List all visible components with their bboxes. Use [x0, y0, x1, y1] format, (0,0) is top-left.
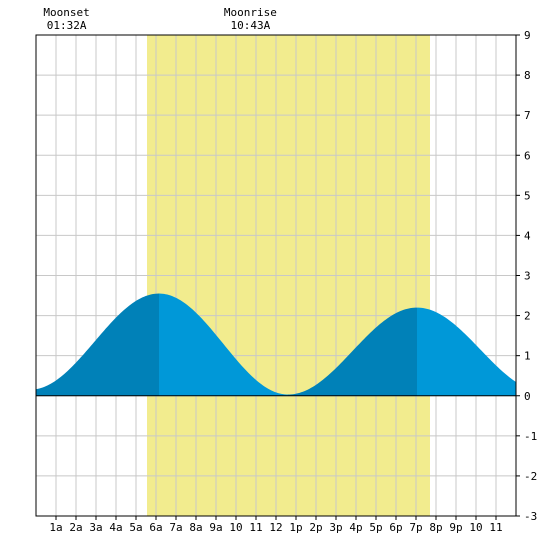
x-tick-label: 8a — [189, 521, 202, 534]
x-tick-label: 11 — [489, 521, 502, 534]
y-axis: -3 -2 -1 0 1 2 3 4 5 6 7 8 9 — [516, 29, 537, 523]
y-tick-label: 1 — [524, 350, 531, 363]
moon-event-name: Moonrise — [224, 6, 277, 19]
tide-rising-area — [288, 307, 417, 396]
y-tick-label: 0 — [524, 390, 531, 403]
x-tick-label: 8p — [429, 521, 442, 534]
y-tick-label: 4 — [524, 229, 531, 242]
x-tick-label: 9a — [209, 521, 222, 534]
y-tick-label: 3 — [524, 270, 531, 283]
x-tick-label: 4a — [109, 521, 122, 534]
moon-event-time: 10:43A — [231, 19, 271, 32]
y-tick-label: 2 — [524, 310, 531, 323]
x-tick-label: 2a — [69, 521, 82, 534]
x-tick-label: 1p — [289, 521, 302, 534]
tide-falling-area — [159, 293, 288, 396]
tide-series — [36, 293, 516, 396]
x-tick-label: 12 — [269, 521, 282, 534]
x-tick-label: 4p — [349, 521, 362, 534]
x-tick-label: 5a — [129, 521, 142, 534]
tide-falling-area — [417, 307, 516, 396]
tide-rising-area — [36, 293, 159, 396]
x-tick-label: 1a — [49, 521, 62, 534]
x-tick-label: 2p — [309, 521, 322, 534]
x-tick-label: 10 — [229, 521, 242, 534]
y-tick-label: -3 — [524, 510, 537, 523]
y-tick-label: 6 — [524, 149, 531, 162]
y-tick-label: 8 — [524, 69, 531, 82]
x-tick-label: 9p — [449, 521, 462, 534]
y-tick-label: -2 — [524, 470, 537, 483]
moon-event-time: 01:32A — [47, 19, 87, 32]
y-tick-label: 7 — [524, 109, 531, 122]
x-tick-label: 5p — [369, 521, 382, 534]
y-tick-label: -1 — [524, 430, 537, 443]
y-tick-label: 9 — [524, 29, 531, 42]
x-tick-label: 3p — [329, 521, 342, 534]
x-tick-label: 11 — [249, 521, 262, 534]
x-tick-label: 6a — [149, 521, 162, 534]
y-tick-label: 5 — [524, 189, 531, 202]
x-tick-label: 6p — [389, 521, 402, 534]
x-tick-label: 3a — [89, 521, 102, 534]
x-axis: 1a 2a 3a 4a 5a 6a 7a 8a 9a 10 11 12 1p 2p 3p 4p 5p 6p 7p 8p… — [49, 516, 503, 534]
moon-event-name: Moonset — [43, 6, 89, 19]
x-tick-label: 7p — [409, 521, 422, 534]
x-tick-label: 10 — [469, 521, 482, 534]
x-tick-label: 7a — [169, 521, 182, 534]
